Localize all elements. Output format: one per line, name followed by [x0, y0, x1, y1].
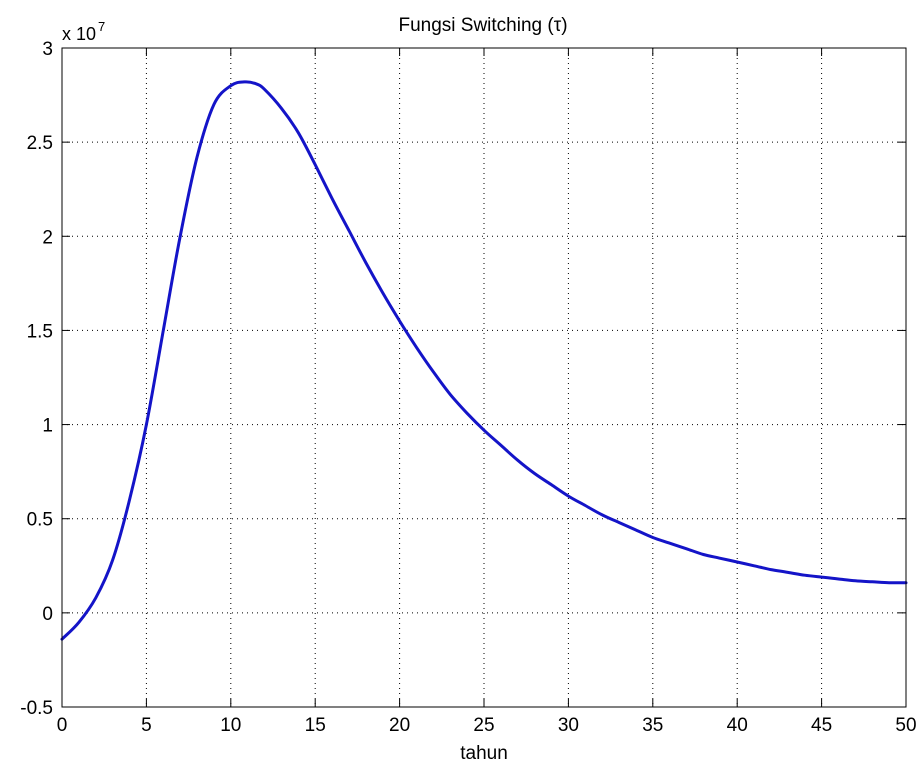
- grid: [62, 48, 906, 707]
- y-tick-label: 3: [42, 39, 53, 60]
- x-tick-label: 35: [642, 715, 663, 736]
- x-tick-label: 20: [389, 715, 410, 736]
- x-tick-label: 25: [473, 715, 494, 736]
- y-tick-label: 0: [42, 604, 53, 625]
- x-axis: 0 5 10 15 20 25 30 35 40 45 50: [57, 48, 917, 736]
- y-tick-label: 1: [42, 416, 53, 437]
- y-exponent-power: 7: [98, 19, 105, 34]
- series-line: [60, 80, 908, 641]
- x-tick-label: 5: [141, 715, 152, 736]
- y-tick-label: 1.5: [27, 321, 53, 342]
- y-tick-label: -0.5: [20, 698, 53, 719]
- x-tick-label: 0: [57, 715, 68, 736]
- x-tick-label: 10: [220, 715, 241, 736]
- x-tick-label: 40: [727, 715, 748, 736]
- y-exponent-label: x 10 7: [62, 19, 105, 44]
- x-axis-label: tahun: [460, 743, 508, 764]
- y-axis: -0.5 0 0.5 1 1.5 2 2.5 3: [20, 39, 906, 719]
- x-tick-label: 15: [305, 715, 326, 736]
- y-tick-label: 2: [42, 227, 53, 248]
- chart-title: Fungsi Switching (τ): [398, 15, 567, 36]
- y-exponent-base: x 10: [62, 24, 96, 44]
- y-tick-label: 2.5: [27, 133, 53, 154]
- plot-frame: [61, 47, 907, 708]
- x-tick-label: 45: [811, 715, 832, 736]
- x-tick-label: 50: [895, 715, 916, 736]
- y-tick-label: 0.5: [27, 510, 53, 531]
- x-tick-label: 30: [558, 715, 579, 736]
